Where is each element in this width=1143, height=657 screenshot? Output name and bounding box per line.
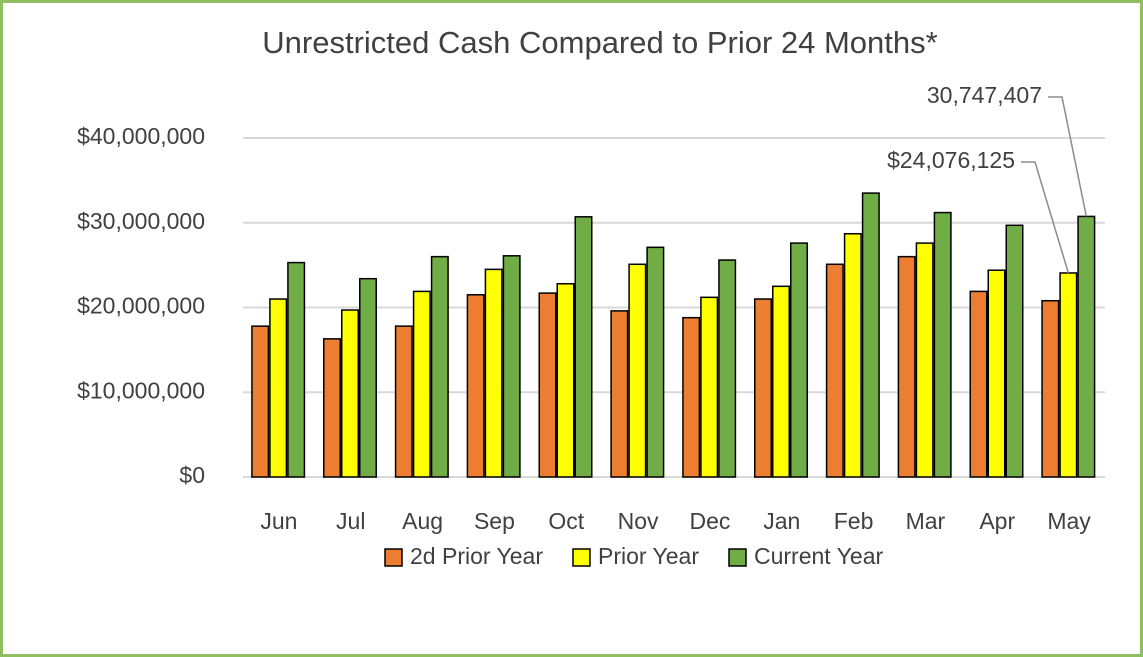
bar (251, 325, 270, 478)
legend-swatch (572, 548, 591, 567)
bar (969, 290, 988, 478)
bar (897, 255, 916, 478)
data-label: $24,076,125 (887, 147, 1015, 173)
bar (610, 310, 629, 478)
bar (359, 277, 377, 478)
x-tick-label: Dec (689, 508, 730, 534)
x-tick-label: Feb (834, 508, 874, 534)
x-tick-label: Jan (763, 508, 800, 534)
x-tick-label: May (1047, 508, 1091, 534)
bar (269, 298, 288, 478)
bar (341, 309, 359, 478)
y-tick-label: $30,000,000 (77, 208, 205, 234)
x-tick-label: Sep (474, 508, 515, 534)
bar (394, 325, 413, 478)
leader-line (1048, 96, 1088, 217)
bar (933, 211, 952, 478)
x-tick-label: Mar (906, 508, 946, 534)
y-tick-label: $0 (179, 462, 205, 488)
legend-label: Prior Year (598, 543, 699, 569)
x-tick-label: Aug (402, 508, 443, 534)
bar (574, 216, 593, 478)
legend-label: Current Year (754, 543, 883, 569)
bar (287, 261, 306, 478)
bar (484, 268, 503, 478)
bar (772, 285, 790, 478)
bar (323, 338, 341, 478)
y-tick-label: $10,000,000 (77, 377, 205, 403)
bar (915, 242, 934, 478)
bar (1041, 299, 1060, 478)
legend-label: 2d Prior Year (410, 543, 543, 569)
bar (825, 263, 844, 478)
bar (628, 263, 647, 478)
bar (790, 242, 808, 478)
bar (412, 290, 431, 478)
bar (556, 283, 575, 478)
x-tick-label: Jul (336, 508, 365, 534)
bar (430, 255, 449, 478)
y-tick-label: $20,000,000 (77, 293, 205, 319)
bar (861, 192, 880, 478)
bar (1005, 224, 1024, 478)
bar (646, 246, 665, 478)
bar (538, 292, 557, 478)
bar (987, 269, 1006, 478)
bar (1077, 215, 1096, 478)
legend-swatch (384, 548, 403, 567)
x-tick-label: Jun (260, 508, 297, 534)
x-tick-label: Oct (548, 508, 584, 534)
legend-swatch (728, 548, 747, 567)
x-tick-label: Apr (979, 508, 1015, 534)
bar (502, 255, 521, 478)
bar (466, 294, 485, 478)
data-label: 30,747,407 (927, 82, 1042, 108)
leader-line (1021, 161, 1070, 274)
y-tick-label: $40,000,000 (77, 123, 205, 149)
bar (718, 259, 737, 478)
bar (682, 316, 701, 478)
chart-title: Unrestricted Cash Compared to Prior 24 M… (262, 25, 937, 60)
bar (1059, 272, 1078, 478)
bar (843, 233, 862, 478)
bar (754, 298, 772, 478)
bar (700, 296, 719, 478)
x-tick-label: Nov (618, 508, 659, 534)
